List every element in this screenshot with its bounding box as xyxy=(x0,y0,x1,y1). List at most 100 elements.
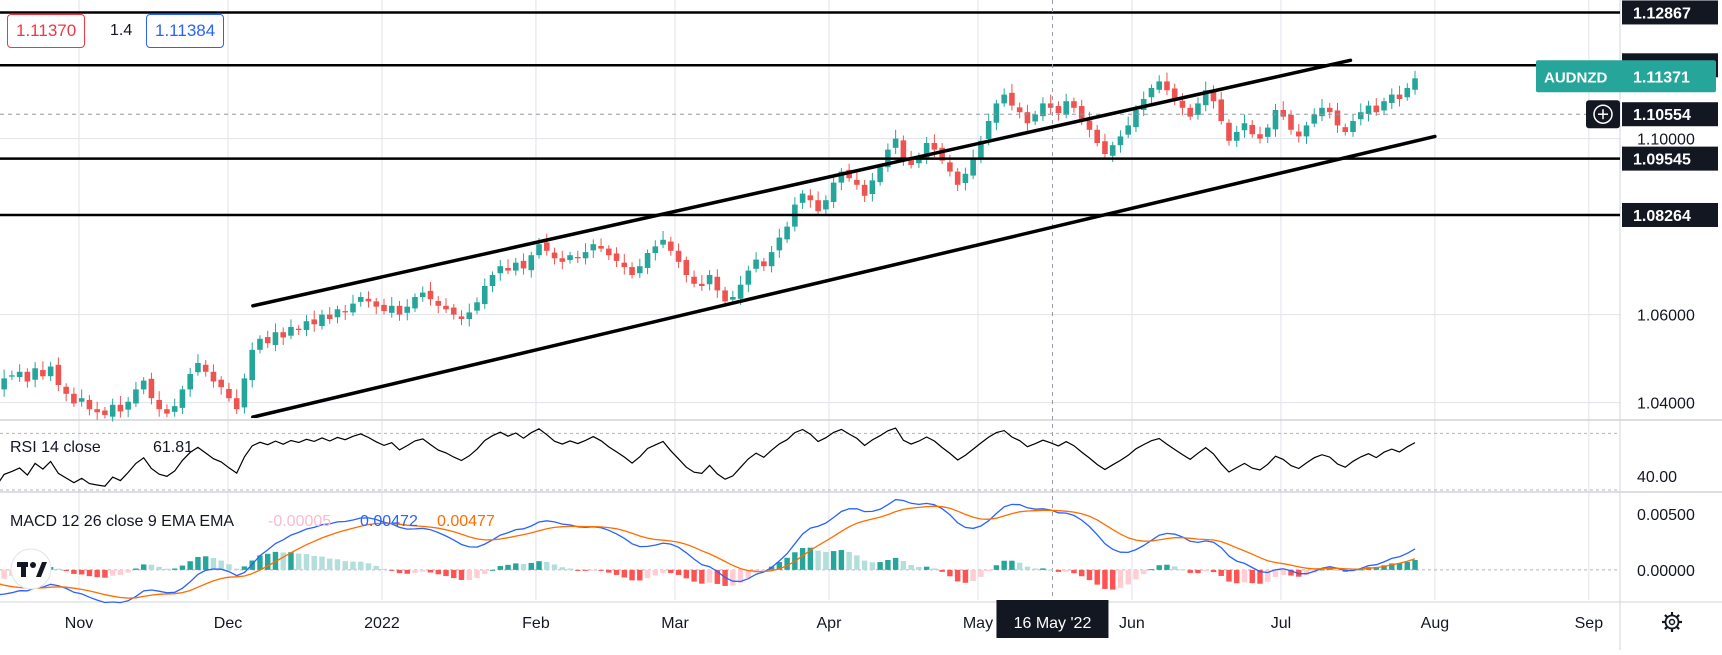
macd-hist-bar xyxy=(1102,569,1108,589)
candle xyxy=(877,163,883,186)
candle xyxy=(1117,130,1124,153)
candle xyxy=(892,129,899,154)
candle-body xyxy=(1055,106,1062,114)
candle-body xyxy=(1133,110,1139,128)
candle xyxy=(1326,102,1333,119)
macd-hist-bar xyxy=(404,569,410,574)
macd-hist-bar xyxy=(1234,569,1240,584)
candle xyxy=(1024,104,1031,131)
candle-body xyxy=(280,332,287,338)
ask-price-button[interactable]: 1.11384 xyxy=(146,14,225,48)
candle-body xyxy=(1078,106,1085,119)
candle-body xyxy=(1102,141,1108,154)
candle-body xyxy=(621,262,628,268)
macd-hist-bar xyxy=(838,550,845,570)
candle-body xyxy=(799,193,806,203)
macd-hist-bar xyxy=(156,566,162,570)
candle-body xyxy=(745,270,752,285)
crosshair-price-label: 1.10554 xyxy=(1622,102,1718,127)
bid-price-button[interactable]: 1.11370 xyxy=(7,14,86,48)
candle-body xyxy=(1295,131,1302,137)
macd-hist-bar xyxy=(1001,560,1007,570)
candle xyxy=(435,296,442,314)
candle xyxy=(691,270,697,288)
candle-body xyxy=(931,143,938,150)
candle-body xyxy=(1311,114,1318,124)
candle-body xyxy=(272,332,279,345)
candle-body xyxy=(365,298,372,302)
candle-body xyxy=(381,304,387,312)
candle xyxy=(768,245,775,273)
macd-hist-bar xyxy=(1109,569,1116,590)
candle xyxy=(1295,124,1302,143)
candle xyxy=(1365,100,1372,122)
macd-hist-bar xyxy=(1117,569,1124,588)
macd-hist-bar xyxy=(241,566,248,570)
time-tick-label: Apr xyxy=(817,615,843,632)
candle xyxy=(1102,133,1108,159)
macd-hist-bar xyxy=(451,569,457,579)
macd-hist-bar xyxy=(412,569,418,573)
candle xyxy=(1257,126,1263,144)
candle-body xyxy=(1094,129,1100,143)
macd-value: 0.00472 xyxy=(360,513,418,530)
candle-body xyxy=(102,410,108,415)
candle xyxy=(466,303,473,327)
macd-tick-label: 0.00000 xyxy=(1637,563,1695,580)
level-label: 1.12867 xyxy=(1622,0,1718,25)
candle-body xyxy=(668,241,674,251)
candle xyxy=(1249,120,1256,138)
macd-hist-bar xyxy=(668,569,674,573)
macd-hist-bar xyxy=(637,569,643,581)
candle xyxy=(939,143,945,165)
candle-body xyxy=(125,401,131,410)
candle xyxy=(86,395,93,416)
candle xyxy=(799,190,806,209)
candle-body xyxy=(714,276,721,291)
rsi-tick-label: 40.00 xyxy=(1637,469,1677,486)
macd-hist-bar xyxy=(776,562,783,570)
candle xyxy=(1016,102,1023,119)
macd-hist-bar xyxy=(714,569,721,584)
candle xyxy=(722,286,728,305)
candle-body xyxy=(140,380,147,390)
macd-tick-label: 0.00500 xyxy=(1637,507,1695,524)
candle-body xyxy=(1233,132,1240,141)
macd-hist-bar xyxy=(916,566,922,570)
macd-hist-bar xyxy=(1055,569,1062,572)
candle xyxy=(195,354,201,376)
plus-circle-icon[interactable] xyxy=(1586,100,1620,129)
candle xyxy=(365,291,372,308)
candle-body xyxy=(1171,88,1178,99)
macd-hist-bar xyxy=(582,569,589,571)
macd-hist-bar xyxy=(954,569,961,582)
macd-hist-bar xyxy=(691,569,697,582)
macd-hist-bar xyxy=(885,559,891,570)
macd-hist-bar xyxy=(303,554,310,570)
candle xyxy=(761,257,767,272)
macd-hist-bar xyxy=(133,568,139,570)
candle-body xyxy=(326,314,333,319)
macd-hist-bar xyxy=(264,553,271,570)
macd-hist-bar xyxy=(1133,569,1139,580)
candle-body xyxy=(768,252,775,267)
candle-body xyxy=(613,253,620,261)
candle-body xyxy=(311,319,318,325)
gear-icon[interactable] xyxy=(1662,612,1682,632)
candle xyxy=(125,396,131,418)
candle-body xyxy=(1334,110,1341,126)
macd-hist-bar xyxy=(1040,568,1046,570)
last-price-label: AUDNZD 1.11371 xyxy=(1536,60,1716,93)
candle-body xyxy=(543,242,550,251)
candle-body xyxy=(947,162,953,172)
candle xyxy=(233,389,240,415)
candle-body xyxy=(109,404,116,417)
candle-body xyxy=(1218,99,1225,121)
macd-hist-bar xyxy=(1334,569,1341,571)
macd-hist-bar xyxy=(706,569,713,583)
candle-body xyxy=(854,179,860,185)
candle-body xyxy=(195,363,201,373)
candle-body xyxy=(892,138,899,148)
